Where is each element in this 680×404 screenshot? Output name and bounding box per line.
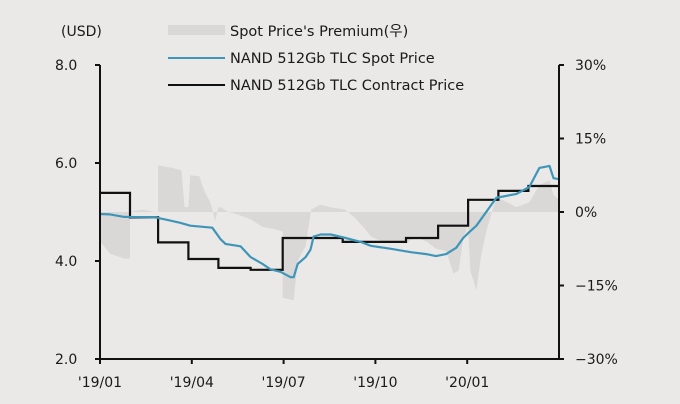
right-tick-label: 30% [575, 58, 606, 74]
x-tick-label: '19/07 [261, 375, 305, 391]
legend: Spot Price's Premium(우) NAND 512Gb TLC S… [168, 24, 464, 94]
x-tick-label: '19/10 [353, 375, 397, 391]
axes [95, 64, 564, 364]
left-tick-label: 6.0 [55, 156, 77, 172]
right-tick-label: 0% [575, 205, 597, 221]
left-tick-label: 8.0 [55, 58, 77, 74]
x-tick-label: '19/01 [78, 375, 122, 391]
left-tick-label: 2.0 [55, 352, 77, 368]
right-tick-label: −15% [575, 279, 618, 295]
premium-area-layer [100, 165, 559, 301]
legend-label-premium: Spot Price's Premium(우) [230, 24, 408, 40]
spot-line-layer [99, 164, 560, 279]
right-tick-label: −30% [575, 352, 618, 368]
legend-label-spot: NAND 512Gb TLC Spot Price [230, 51, 435, 67]
axis-labels: (USD) 2.0 4.0 6.0 8.0 30% 15% 0% −15% −30% '19/01… [55, 24, 618, 391]
legend-swatch-premium [168, 25, 225, 35]
right-tick-label: 15% [575, 132, 606, 148]
spot-price-line [99, 164, 560, 279]
x-tick-label: '20/01 [445, 375, 489, 391]
x-tick-label: '19/04 [170, 375, 214, 391]
premium-area [100, 165, 559, 301]
left-tick-label: 4.0 [55, 254, 77, 270]
legend-label-contract: NAND 512Gb TLC Contract Price [230, 78, 464, 94]
y-unit-label: (USD) [61, 24, 102, 40]
